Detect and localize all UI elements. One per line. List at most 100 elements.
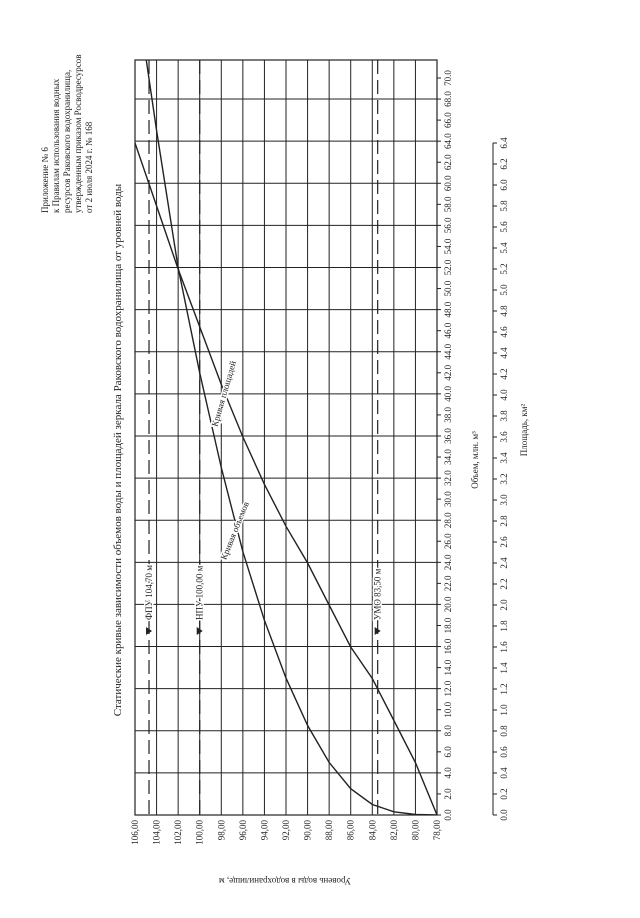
y-tick-label: 54.0 [443, 238, 453, 254]
x-tick-label: 94,00 [259, 820, 269, 841]
reference-label: НПУ 100,00 м [195, 565, 205, 620]
y-tick-label: 62.0 [443, 154, 453, 170]
y2-tick-label: 3.2 [499, 473, 509, 484]
y-tick-label: 42.0 [443, 364, 453, 380]
x-tick-label: 106,00 [130, 820, 140, 845]
y-tick-label: 10.0 [443, 701, 453, 717]
y2-tick-label: 1.4 [499, 662, 509, 674]
y2-tick-label: 2.2 [499, 578, 509, 589]
y-tick-label: 34.0 [443, 449, 453, 465]
y2-tick-label: 4.0 [499, 389, 509, 401]
y2-tick-label: 4.2 [499, 368, 509, 379]
y2-tick-label: 4.6 [499, 326, 509, 338]
y2-tick-label: 6.2 [499, 158, 509, 169]
x-tick-label: 82,00 [389, 820, 399, 841]
y2-tick-label: 3.4 [499, 452, 509, 464]
y-tick-label: 6.0 [443, 746, 453, 758]
y2-tick-label: 2.0 [499, 599, 509, 611]
y2-tick-label: 5.2 [499, 263, 509, 274]
y-tick-label: 22.0 [443, 575, 453, 591]
y2-tick-label: 6.4 [499, 137, 509, 149]
y-tick-label: 20.0 [443, 596, 453, 612]
y2-tick-label: 3.0 [499, 494, 509, 506]
y2-tick-label: 1.8 [499, 620, 509, 632]
x-tick-label: 80,00 [410, 820, 420, 841]
reference-marker [374, 627, 381, 635]
reference-label: УМО 83,50 м [373, 568, 383, 620]
reference-marker [146, 627, 153, 635]
y2-tick-label: 2.4 [499, 557, 509, 569]
y2-tick-label: 2.8 [499, 515, 509, 527]
x-tick-label: 104,00 [152, 820, 162, 845]
y2-tick-label: 1.2 [499, 683, 509, 694]
y-tick-label: 30.0 [443, 491, 453, 507]
y2-tick-label: 4.4 [499, 347, 509, 359]
y-tick-label: 14.0 [443, 659, 453, 675]
y2-tick-label: 4.8 [499, 305, 509, 317]
y-tick-label: 56.0 [443, 217, 453, 233]
x-tick-label: 92,00 [281, 820, 291, 841]
header-line: от 2 июля 2024 г. № 168 [84, 121, 94, 213]
y-tick-label: 2.0 [443, 788, 453, 800]
x-tick-label: 78,00 [432, 820, 442, 841]
y2-tick-label: 0.8 [499, 725, 509, 737]
y2-tick-label: 5.6 [499, 221, 509, 233]
y-tick-label: 50.0 [443, 280, 453, 296]
header-line: утвержденным приказом Росводресурсов [73, 54, 83, 213]
header-line: Приложение № 6 [40, 147, 50, 213]
x-tick-label: 98,00 [216, 820, 226, 841]
series-line [145, 60, 437, 815]
x-tick-label: 86,00 [346, 820, 356, 841]
y-tick-label: 68.0 [443, 91, 453, 107]
y-tick-label: 26.0 [443, 533, 453, 549]
chart-title: Статические кривые зависимости объемов в… [112, 183, 124, 716]
y-tick-label: 32.0 [443, 470, 453, 486]
y-tick-label: 24.0 [443, 554, 453, 570]
reference-marker [196, 627, 203, 635]
y2-tick-label: 1.6 [499, 641, 509, 653]
y2-tick-label: 3.8 [499, 410, 509, 422]
y2-tick-label: 2.6 [499, 536, 509, 548]
x-tick-label: 102,00 [173, 820, 183, 845]
reference-label: ФПУ 104,70 м [144, 565, 154, 620]
y2-tick-label: 5.8 [499, 200, 509, 212]
x-tick-label: 84,00 [367, 820, 377, 841]
y-tick-label: 18.0 [443, 617, 453, 633]
y2-tick-label: 0.2 [499, 788, 509, 799]
x-tick-label: 100,00 [195, 820, 205, 845]
y-tick-label: 64.0 [443, 133, 453, 149]
header-line: ресурсов Раковского водохранилища, [62, 70, 72, 213]
y-tick-label: 40.0 [443, 385, 453, 401]
y-tick-label: 36.0 [443, 428, 453, 444]
x-axis-label: Уровень воды в водохранилище, м [219, 876, 351, 886]
y2-tick-label: 3.6 [499, 431, 509, 443]
y2-tick-label: 0.6 [499, 746, 509, 758]
y-tick-label: 4.0 [443, 767, 453, 779]
y-tick-label: 0.0 [443, 809, 453, 821]
y2-tick-label: 0.0 [499, 809, 509, 821]
y-tick-label: 66.0 [443, 112, 453, 128]
y2-tick-label: 5.0 [499, 284, 509, 296]
y-tick-label: 8.0 [443, 725, 453, 737]
x-tick-label: 96,00 [238, 820, 248, 841]
y-tick-label: 46.0 [443, 322, 453, 338]
y2-tick-label: 0.4 [499, 767, 509, 779]
y-tick-label: 60.0 [443, 175, 453, 191]
y-tick-label: 44.0 [443, 343, 453, 359]
x-tick-label: 90,00 [303, 820, 313, 841]
y2-tick-label: 1.0 [499, 704, 509, 716]
y-axis-label: Объем, млн. м³ [470, 431, 480, 489]
y-tick-label: 16.0 [443, 638, 453, 654]
y2-tick-label: 5.4 [499, 242, 509, 254]
series-line [135, 142, 437, 815]
y-tick-label: 58.0 [443, 196, 453, 212]
y-tick-label: 52.0 [443, 259, 453, 275]
y-tick-label: 38.0 [443, 407, 453, 423]
y2-axis-label: Площадь, км² [519, 404, 529, 457]
y-tick-label: 48.0 [443, 301, 453, 317]
y-tick-label: 70.0 [443, 70, 453, 86]
y2-tick-label: 6.0 [499, 179, 509, 191]
